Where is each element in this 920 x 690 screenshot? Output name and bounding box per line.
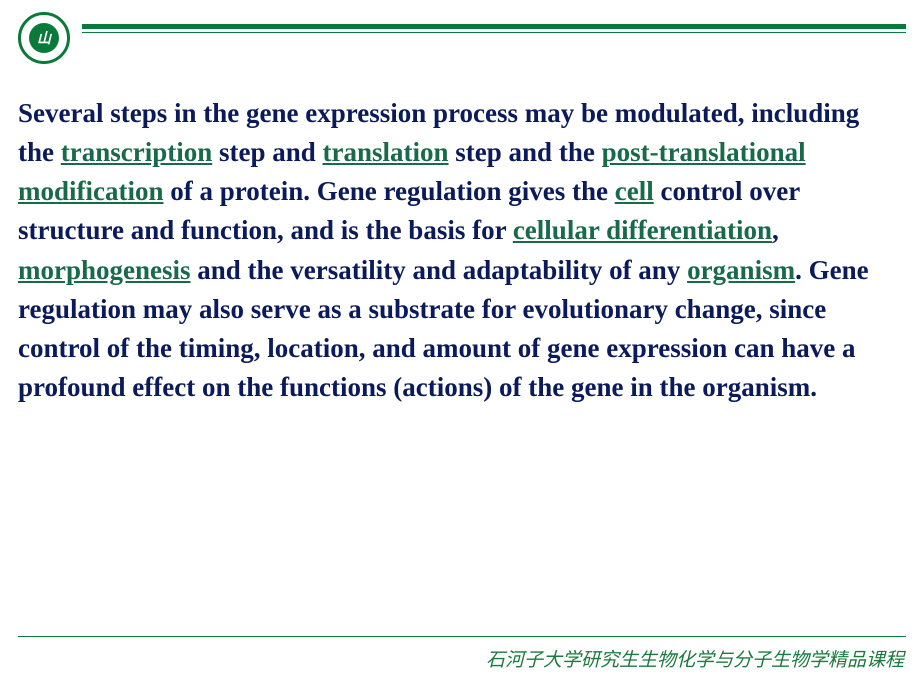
- header-rule-thick: [82, 24, 906, 29]
- inline-link[interactable]: cellular differentiation: [513, 215, 772, 245]
- header-rule-thin: [82, 32, 906, 33]
- body-text-run: ,: [772, 215, 779, 245]
- seal-glyph: 山: [37, 28, 51, 48]
- seal-inner: 山: [29, 23, 59, 53]
- footer-text: 石河子大学研究生生物化学与分子生物学精品课程: [18, 645, 906, 672]
- inline-link[interactable]: translation: [323, 137, 449, 167]
- inline-link[interactable]: organism: [687, 255, 795, 285]
- slide-footer: 石河子大学研究生生物化学与分子生物学精品课程: [18, 636, 906, 672]
- body-text-run: step and the: [449, 137, 602, 167]
- body-paragraph: Several steps in the gene expression pro…: [18, 94, 902, 407]
- slide-body: Several steps in the gene expression pro…: [0, 72, 920, 407]
- slide-header: 山: [0, 0, 920, 72]
- footer-rule: [18, 636, 906, 637]
- inline-link[interactable]: cell: [615, 176, 654, 206]
- body-text-run: step and: [212, 137, 322, 167]
- body-text-run: of a protein. Gene regulation gives the: [164, 176, 615, 206]
- body-text-run: and the versatility and adaptability of …: [191, 255, 688, 285]
- inline-link[interactable]: morphogenesis: [18, 255, 191, 285]
- university-seal-icon: 山: [18, 12, 70, 64]
- seal-ring: 山: [18, 12, 70, 64]
- inline-link[interactable]: transcription: [61, 137, 213, 167]
- header-rule: [82, 24, 906, 33]
